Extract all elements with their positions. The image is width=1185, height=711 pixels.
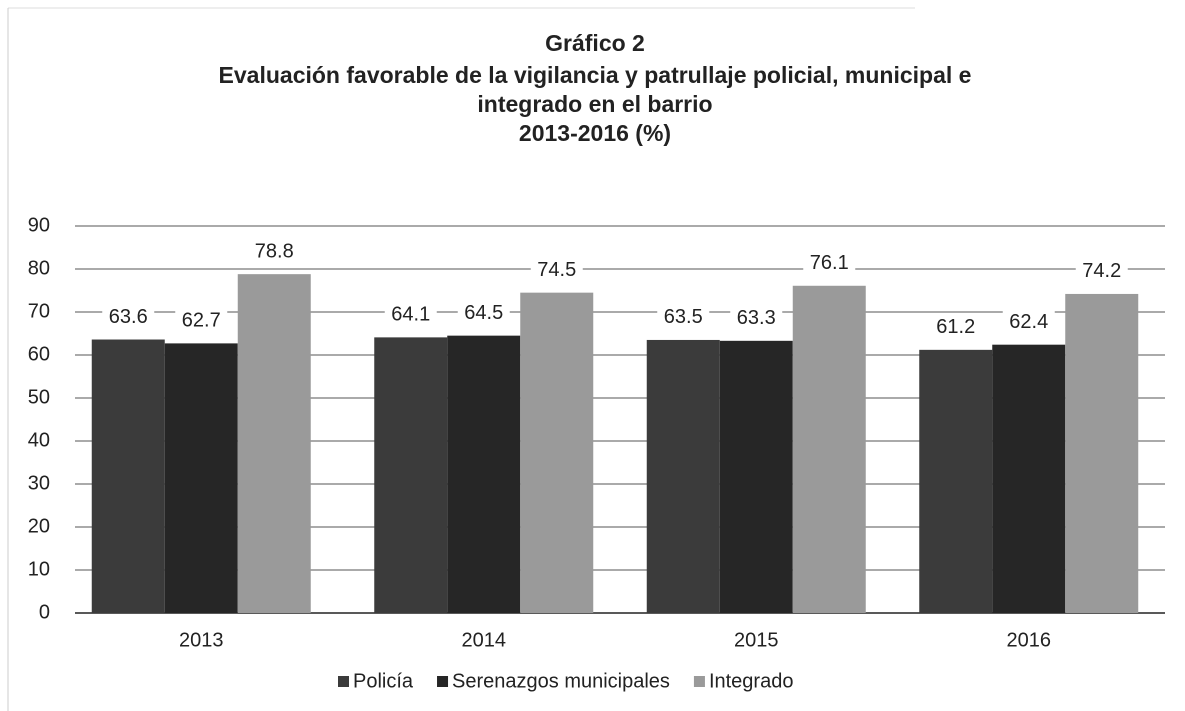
bar — [1065, 293, 1139, 613]
value-label-bg — [530, 258, 583, 283]
bar — [646, 339, 720, 613]
x-tick-label: 2015 — [734, 629, 779, 651]
y-tick-label: 90 — [28, 214, 50, 236]
value-label: 62.4 — [1009, 311, 1048, 333]
y-tick-label: 70 — [28, 300, 50, 322]
bar — [374, 337, 448, 613]
bar — [164, 343, 238, 613]
value-label-bg — [929, 315, 982, 340]
x-tick-label: 2014 — [462, 629, 507, 651]
legend-swatch — [437, 676, 449, 687]
value-label-bg — [1002, 310, 1055, 335]
y-tick-label: 0 — [39, 601, 50, 623]
value-label: 64.1 — [391, 304, 430, 326]
value-label: 64.5 — [464, 302, 503, 324]
chart-title: Gráfico 2 — [545, 30, 645, 56]
value-label: 62.7 — [182, 310, 221, 332]
value-label: 63.3 — [737, 307, 776, 329]
y-tick-label: 50 — [28, 386, 50, 408]
x-tick-label: 2016 — [1007, 629, 1052, 651]
value-label-bg — [384, 303, 437, 328]
bar — [719, 340, 793, 613]
value-label-bg — [730, 306, 783, 331]
value-label: 63.6 — [109, 306, 148, 328]
chart-title: Evaluación favorable de la vigilancia y … — [219, 62, 972, 88]
legend-swatch — [693, 676, 705, 687]
legend-label: Serenazgos municipales — [452, 670, 670, 692]
y-tick-label: 60 — [28, 343, 50, 365]
legend-label: Integrado — [709, 670, 794, 692]
value-label: 74.5 — [537, 259, 576, 281]
y-tick-label: 20 — [28, 515, 50, 537]
value-label-bg — [657, 305, 710, 330]
value-label: 74.2 — [1082, 260, 1121, 282]
bar — [91, 339, 165, 613]
chart-title: integrado en el barrio — [477, 91, 712, 117]
bar — [919, 349, 993, 613]
value-label: 78.8 — [255, 240, 294, 262]
value-label: 61.2 — [936, 316, 975, 338]
y-tick-label: 40 — [28, 429, 50, 451]
value-label-bg — [803, 251, 856, 276]
bar — [237, 274, 311, 613]
bar — [792, 285, 866, 613]
bar — [447, 335, 521, 613]
y-tick-label: 30 — [28, 472, 50, 494]
chart-title: 2013-2016 (%) — [519, 120, 671, 146]
value-label: 63.5 — [664, 306, 703, 328]
value-label-bg — [102, 305, 155, 330]
y-tick-label: 10 — [28, 558, 50, 580]
bar — [520, 292, 594, 613]
value-label-bg — [175, 309, 228, 334]
value-label-bg — [457, 301, 510, 326]
value-label-bg — [248, 240, 301, 265]
value-label: 76.1 — [810, 252, 849, 274]
bar — [992, 344, 1066, 613]
legend-label: Policía — [353, 670, 414, 692]
legend-swatch — [338, 676, 349, 687]
value-label-bg — [1075, 259, 1128, 284]
x-tick-label: 2013 — [179, 629, 224, 651]
y-tick-label: 80 — [28, 257, 50, 279]
